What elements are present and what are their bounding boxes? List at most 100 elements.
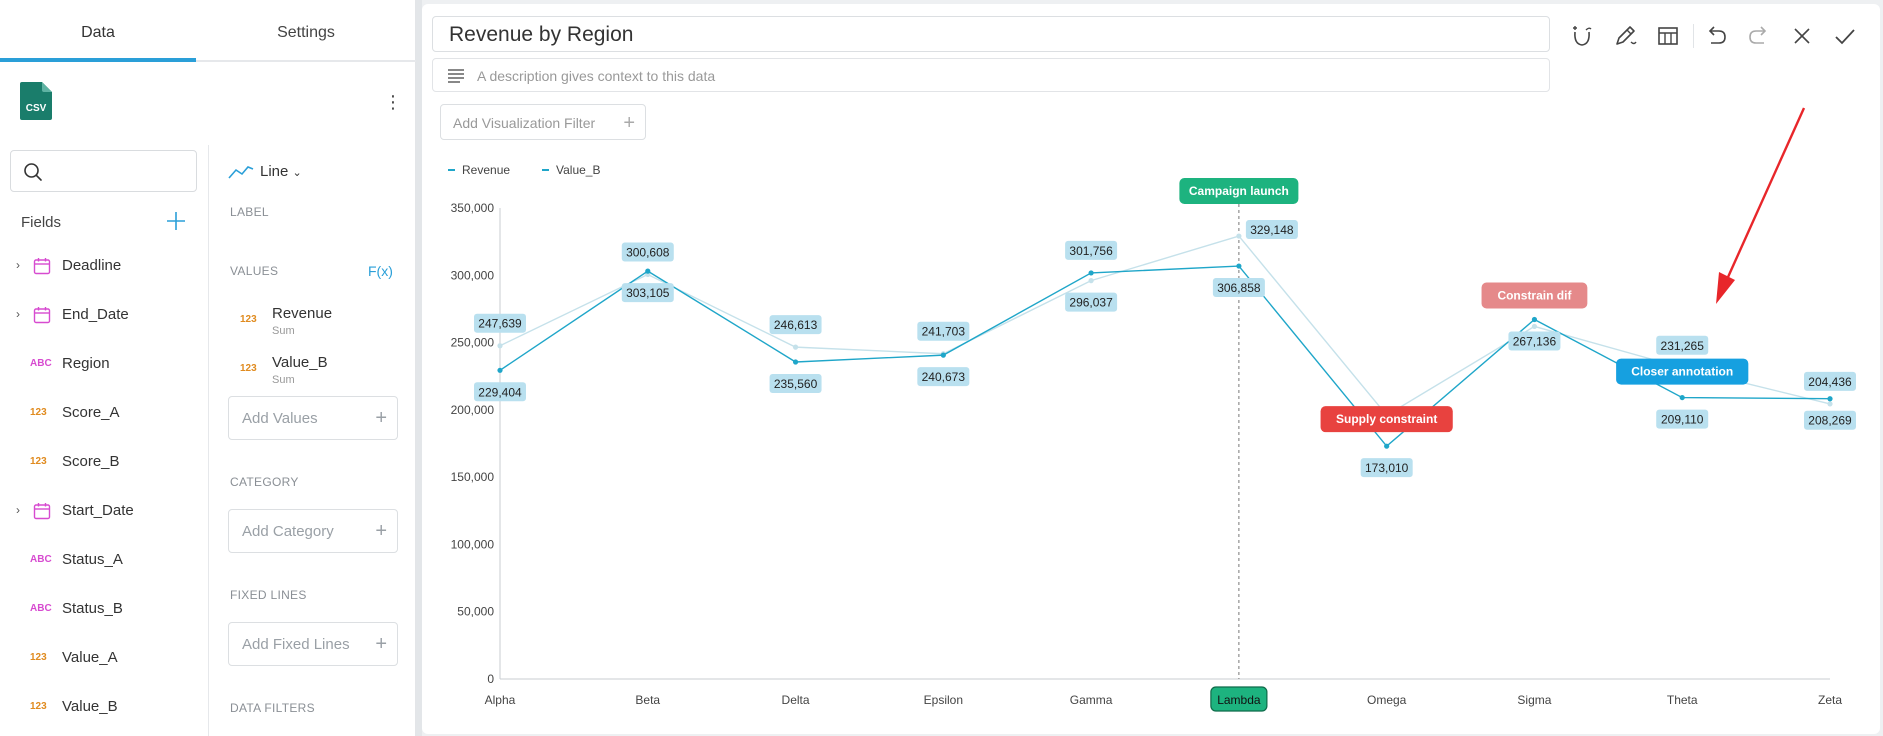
data-label-bg bbox=[1065, 240, 1118, 260]
formula-button[interactable]: F(x) bbox=[368, 263, 393, 279]
x-tick-label: Delta bbox=[782, 693, 810, 707]
plus-icon: + bbox=[375, 520, 387, 542]
value-item-revenue[interactable]: 123 Revenue Sum bbox=[230, 301, 400, 345]
text-lines-icon bbox=[448, 69, 464, 83]
value-name: Value_B bbox=[272, 354, 328, 371]
field-item[interactable]: ABC Status_B bbox=[0, 591, 205, 627]
line-chart[interactable]: Revenue Value_B 0 50,000 100,000 150,000 200,0… bbox=[422, 4, 1880, 734]
svg-text:CSV: CSV bbox=[26, 103, 47, 114]
tab-data[interactable]: Data bbox=[81, 24, 115, 41]
x-tick-label: Sigma bbox=[1517, 693, 1551, 707]
field-item[interactable]: › Start_Date bbox=[0, 493, 205, 529]
y-tick-label: 250,000 bbox=[451, 336, 495, 350]
data-label: 329,148 bbox=[1250, 223, 1294, 237]
add-filter-label: Add Visualization Filter bbox=[453, 115, 596, 131]
chart-title-input[interactable]: Revenue by Region bbox=[432, 16, 1550, 52]
left-panel: Data Settings CSV ⋮ Fields › Deadline › End… bbox=[0, 0, 416, 736]
field-item[interactable]: 123 Value_B bbox=[0, 689, 205, 725]
data-label-bg bbox=[1065, 292, 1118, 312]
data-label-bg bbox=[621, 242, 674, 262]
x-tick-label: Beta bbox=[635, 693, 660, 707]
data-label-bg bbox=[1656, 335, 1709, 355]
number-type-icon: 123 bbox=[240, 314, 257, 325]
add-category-label: Add Category bbox=[242, 523, 334, 540]
chevron-down-icon: ⌄ bbox=[292, 167, 302, 179]
field-item[interactable]: 123 Score_A bbox=[0, 395, 205, 431]
data-label-bg bbox=[1656, 409, 1709, 429]
add-visualization-filter-button[interactable]: Add Visualization Filter + bbox=[440, 104, 646, 140]
annotation-pill bbox=[1616, 358, 1749, 385]
add-category-button[interactable]: Add Category + bbox=[228, 509, 398, 553]
close-icon[interactable] bbox=[1788, 22, 1816, 50]
line-chart-icon bbox=[228, 166, 254, 179]
data-label: 301,756 bbox=[1069, 244, 1113, 258]
redo-icon[interactable] bbox=[1745, 22, 1773, 50]
annotation-pill bbox=[1179, 178, 1299, 204]
arrow-head bbox=[1716, 272, 1735, 304]
data-label: 306,858 bbox=[1217, 281, 1261, 295]
description-input[interactable]: A description gives context to this data bbox=[432, 58, 1550, 92]
panel-tabs: Data Settings bbox=[0, 0, 416, 62]
viz-type-label: Line ⌄ bbox=[260, 163, 302, 180]
confirm-check-icon[interactable] bbox=[1831, 22, 1859, 50]
add-field-icon[interactable] bbox=[164, 209, 188, 233]
tab-settings[interactable]: Settings bbox=[277, 24, 335, 41]
text-type-icon: ABC bbox=[30, 358, 52, 369]
field-search[interactable] bbox=[10, 150, 197, 192]
y-tick-label: 50,000 bbox=[457, 605, 494, 619]
y-tick-label: 200,000 bbox=[451, 403, 495, 417]
field-item[interactable]: 123 Value_A bbox=[0, 640, 205, 676]
data-point bbox=[1827, 401, 1833, 407]
text-type-icon: ABC bbox=[30, 554, 52, 565]
annotate-icon[interactable] bbox=[1568, 22, 1596, 50]
chart-title-text: Revenue by Region bbox=[449, 23, 634, 46]
data-label-bg bbox=[474, 382, 526, 402]
field-item[interactable]: 123 Score_B bbox=[0, 444, 205, 480]
data-point bbox=[1236, 233, 1242, 239]
search-icon bbox=[24, 163, 42, 181]
data-label: 300,608 bbox=[626, 245, 670, 259]
calendar-icon bbox=[33, 258, 51, 275]
value-aggregation: Sum bbox=[272, 374, 295, 386]
annotation-label: Constrain dif bbox=[1497, 289, 1572, 303]
chevron-right-icon[interactable]: › bbox=[16, 258, 20, 272]
draw-pen-icon[interactable] bbox=[1611, 22, 1639, 50]
undo-icon[interactable] bbox=[1702, 22, 1730, 50]
data-label: 208,269 bbox=[1808, 414, 1852, 428]
table-view-icon[interactable] bbox=[1654, 22, 1682, 50]
data-label: 296,037 bbox=[1069, 296, 1113, 310]
more-options-icon[interactable]: ⋮ bbox=[384, 92, 402, 112]
field-name: Status_B bbox=[62, 600, 123, 617]
chevron-right-icon[interactable]: › bbox=[16, 503, 20, 517]
data-label: 204,436 bbox=[1808, 375, 1852, 389]
field-name: Score_B bbox=[62, 453, 120, 470]
value-name: Revenue bbox=[272, 305, 333, 322]
field-item[interactable]: › End_Date bbox=[0, 297, 205, 333]
data-point bbox=[1236, 263, 1242, 269]
data-point bbox=[1531, 316, 1538, 323]
data-point bbox=[792, 344, 799, 350]
csv-file-icon[interactable]: CSV bbox=[20, 82, 52, 120]
y-tick-label: 0 bbox=[487, 672, 494, 686]
text-type-icon: ABC bbox=[30, 603, 52, 614]
y-tick-label: 300,000 bbox=[451, 268, 495, 282]
editor-panel: Revenue by Region A description gives co… bbox=[422, 4, 1880, 734]
data-point bbox=[940, 352, 946, 358]
chevron-right-icon[interactable]: › bbox=[16, 307, 20, 321]
data-point bbox=[1531, 323, 1538, 330]
field-item[interactable]: › Deadline bbox=[0, 248, 205, 284]
add-values-button[interactable]: Add Values + bbox=[228, 396, 398, 440]
number-type-icon: 123 bbox=[30, 701, 47, 712]
fields-title: Fields bbox=[21, 214, 62, 231]
y-tick-label: 100,000 bbox=[451, 537, 495, 551]
fixed-lines-section-title: FIXED LINES bbox=[230, 588, 307, 602]
value-item-value-b[interactable]: 123 Value_B Sum bbox=[230, 350, 400, 394]
field-item[interactable]: ABC Region bbox=[0, 346, 205, 382]
panel-resize-handle[interactable] bbox=[416, 0, 422, 736]
add-fixed-lines-label: Add Fixed Lines bbox=[242, 636, 350, 653]
field-item[interactable]: ABC Status_A bbox=[0, 542, 205, 578]
add-fixed-lines-button[interactable]: Add Fixed Lines + bbox=[228, 622, 398, 666]
data-label-bg bbox=[917, 367, 970, 387]
search-input[interactable] bbox=[51, 159, 186, 183]
number-type-icon: 123 bbox=[30, 456, 47, 467]
